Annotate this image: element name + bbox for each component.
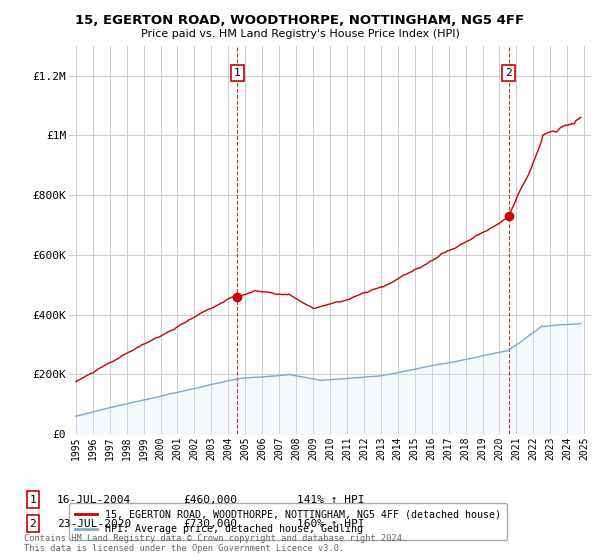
Text: £460,000: £460,000 <box>183 494 237 505</box>
Legend: 15, EGERTON ROAD, WOODTHORPE, NOTTINGHAM, NG5 4FF (detached house), HPI: Average: 15, EGERTON ROAD, WOODTHORPE, NOTTINGHAM… <box>69 503 507 540</box>
Text: Price paid vs. HM Land Registry's House Price Index (HPI): Price paid vs. HM Land Registry's House … <box>140 29 460 39</box>
Text: Contains HM Land Registry data © Crown copyright and database right 2024.
This d: Contains HM Land Registry data © Crown c… <box>24 534 407 553</box>
Text: 23-JUL-2020: 23-JUL-2020 <box>57 519 131 529</box>
Text: 15, EGERTON ROAD, WOODTHORPE, NOTTINGHAM, NG5 4FF: 15, EGERTON ROAD, WOODTHORPE, NOTTINGHAM… <box>76 14 524 27</box>
Text: £730,000: £730,000 <box>183 519 237 529</box>
Text: 1: 1 <box>234 68 241 78</box>
Text: 16-JUL-2004: 16-JUL-2004 <box>57 494 131 505</box>
Text: 141% ↑ HPI: 141% ↑ HPI <box>297 494 365 505</box>
Text: 160% ↑ HPI: 160% ↑ HPI <box>297 519 365 529</box>
Text: 1: 1 <box>29 494 37 505</box>
Text: 2: 2 <box>505 68 512 78</box>
Text: 2: 2 <box>29 519 37 529</box>
